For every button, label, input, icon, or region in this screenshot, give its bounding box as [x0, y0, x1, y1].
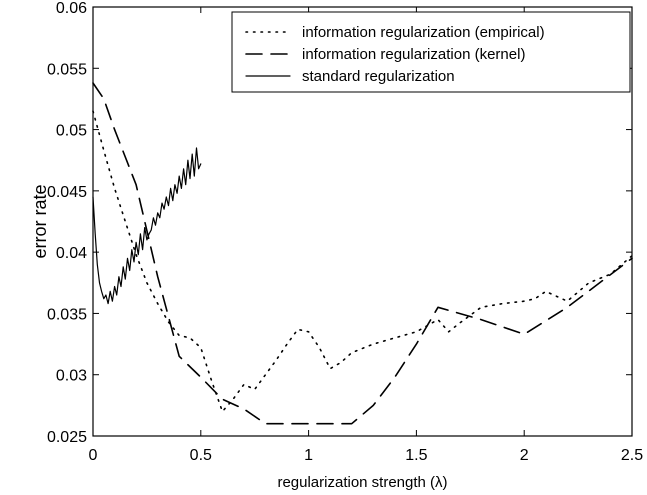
y-tick-label: 0.06 — [56, 0, 87, 17]
y-tick-label: 0.05 — [56, 123, 87, 140]
plot-frame — [92, 6, 633, 437]
series-line-information-regularization-empirical — [92, 110, 633, 413]
x-tick-label: 1 — [304, 447, 313, 464]
plot-area — [92, 82, 633, 425]
y-tick-label: 0.04 — [56, 245, 87, 262]
x-tick-label: 0 — [89, 447, 98, 464]
x-tick-label: 1.5 — [405, 447, 427, 464]
legend: information regularization (empirical) in… — [231, 11, 631, 93]
y-tick-label: 0.03 — [56, 368, 87, 385]
series-line-standard-regularization — [92, 147, 202, 305]
legend-label: information regularization (kernel) — [302, 46, 525, 63]
y-tick-label: 0.055 — [47, 61, 87, 78]
series-line-information-regularization-kernel — [92, 82, 633, 425]
axes: 0 0.5 1 1.5 2 2.5 0.025 0.03 0.035 0.04 0.045 0.05 0… — [47, 0, 643, 464]
y-tick-label: 0.045 — [47, 184, 87, 201]
y-tick-label: 0.035 — [47, 306, 87, 323]
y-axis-label: error rate — [30, 184, 50, 258]
y-tick-label: 0.025 — [47, 429, 87, 446]
legend-label: standard regularization — [302, 68, 455, 85]
x-tick-label: 0.5 — [190, 447, 212, 464]
x-axis-label: regularization strength (λ) — [277, 474, 447, 491]
x-tick-label: 2 — [520, 447, 529, 464]
legend-box — [231, 11, 631, 93]
legend-label: information regularization (empirical) — [302, 24, 545, 41]
x-tick-label: 2.5 — [621, 447, 643, 464]
